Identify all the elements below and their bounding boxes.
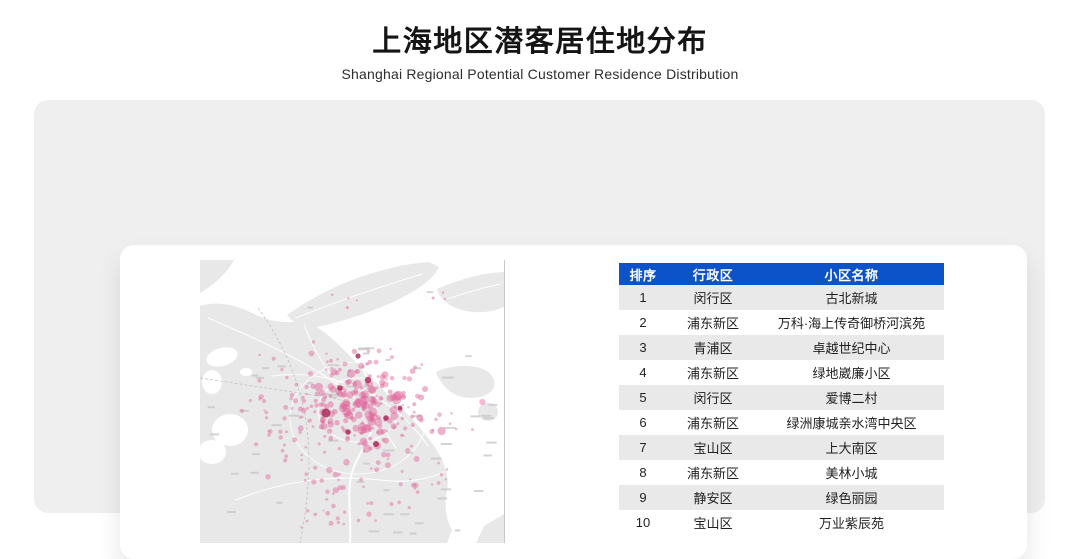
map-land-layer	[200, 260, 504, 543]
header-rank: 排序	[619, 263, 667, 285]
cell-community: 绿色丽园	[825, 491, 878, 506]
map-lakes-layer	[200, 347, 252, 464]
table-row: 10 宝山区 万业紫辰苑	[619, 510, 944, 535]
table-row: 4 浦东新区 绿地崴廉小区	[619, 360, 944, 385]
table-block: 排序 行政区 小区名称 1 闵行区 古北新城 2 浦东新区 万科·海上传奇御桥河滨苑 3 青浦…	[619, 263, 944, 535]
cell-district: 闵行区	[693, 391, 733, 406]
cell-rank: 5	[639, 390, 647, 405]
cell-district: 浦东新区	[686, 466, 739, 481]
ranking-table: 排序 行政区 小区名称 1 闵行区 古北新城 2 浦东新区 万科·海上传奇御桥河滨苑 3 青浦…	[619, 263, 944, 535]
cell-community: 爱博二村	[825, 391, 878, 406]
cell-community: 绿地崴廉小区	[812, 366, 891, 381]
cell-district: 浦东新区	[686, 366, 739, 381]
cell-community: 古北新城	[825, 291, 878, 306]
header-district: 行政区	[667, 263, 759, 285]
cell-rank: 8	[639, 465, 647, 480]
table-row: 6 浦东新区 绿洲康城亲水湾中央区	[619, 410, 944, 435]
cell-district: 宝山区	[693, 516, 733, 531]
page-subtitle: Shanghai Regional Potential Customer Res…	[341, 66, 739, 83]
cell-community: 卓越世纪中心	[812, 341, 891, 356]
page-title: 上海地区潜客居住地分布	[372, 26, 708, 58]
header-community: 小区名称	[759, 263, 944, 285]
cell-rank: 1	[639, 290, 647, 305]
map-block	[200, 260, 505, 543]
table-row: 3 青浦区 卓越世纪中心	[619, 335, 944, 360]
ranking-table-body: 1 闵行区 古北新城 2 浦东新区 万科·海上传奇御桥河滨苑 3 青浦区 卓越世纪中心 4 浦东新区…	[619, 285, 944, 535]
map-boundaries-layer	[200, 307, 386, 543]
cell-community: 绿洲康城亲水湾中央区	[786, 416, 917, 431]
table-row: 8 浦东新区 美林小城	[619, 460, 944, 485]
cell-rank: 6	[639, 415, 647, 430]
cell-rank: 4	[639, 365, 647, 380]
cell-district: 闵行区	[693, 291, 733, 306]
cell-community: 美林小城	[825, 466, 878, 481]
table-row: 9 静安区 绿色丽园	[619, 485, 944, 510]
cell-district: 静安区	[693, 491, 733, 506]
cell-district: 浦东新区	[686, 316, 739, 331]
cell-district: 宝山区	[693, 441, 733, 456]
cell-community: 万科·海上传奇御桥河滨苑	[777, 316, 926, 331]
map-label-marks	[207, 291, 498, 535]
cell-community: 万业紫辰苑	[818, 516, 884, 531]
cell-district: 青浦区	[693, 341, 733, 356]
table-row: 5 闵行区 爱博二村	[619, 385, 944, 410]
cell-rank: 10	[635, 515, 651, 530]
shanghai-map	[200, 260, 504, 543]
table-row: 2 浦东新区 万科·海上传奇御桥河滨苑	[619, 310, 944, 335]
cell-rank: 2	[639, 315, 647, 330]
cell-rank: 7	[639, 440, 647, 455]
table-row: 7 宝山区 上大南区	[619, 435, 944, 460]
content-panel: 排序 行政区 小区名称 1 闵行区 古北新城 2 浦东新区 万科·海上传奇御桥河滨苑 3 青浦…	[34, 100, 1045, 559]
cell-rank: 3	[639, 340, 647, 355]
cell-rank: 9	[639, 490, 647, 505]
table-row: 1 闵行区 古北新城	[619, 285, 944, 310]
table-header-row: 排序 行政区 小区名称	[619, 263, 944, 285]
title-block: 上海地区潜客居住地分布 Shanghai Regional Potential …	[0, 26, 1080, 82]
map-dots-layer	[239, 291, 486, 529]
content-card: 排序 行政区 小区名称 1 闵行区 古北新城 2 浦东新区 万科·海上传奇御桥河滨苑 3 青浦…	[120, 245, 1027, 559]
cell-community: 上大南区	[825, 441, 878, 456]
cell-district: 浦东新区	[686, 416, 739, 431]
